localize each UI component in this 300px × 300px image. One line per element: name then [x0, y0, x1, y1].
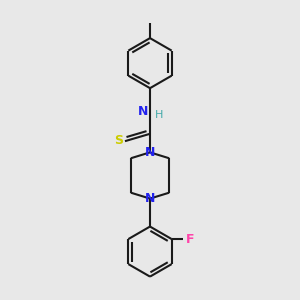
Text: N: N	[145, 146, 155, 159]
Text: H: H	[154, 110, 163, 120]
Text: F: F	[186, 232, 194, 246]
Text: S: S	[114, 134, 123, 147]
Text: N: N	[145, 192, 155, 205]
Text: N: N	[138, 105, 149, 118]
